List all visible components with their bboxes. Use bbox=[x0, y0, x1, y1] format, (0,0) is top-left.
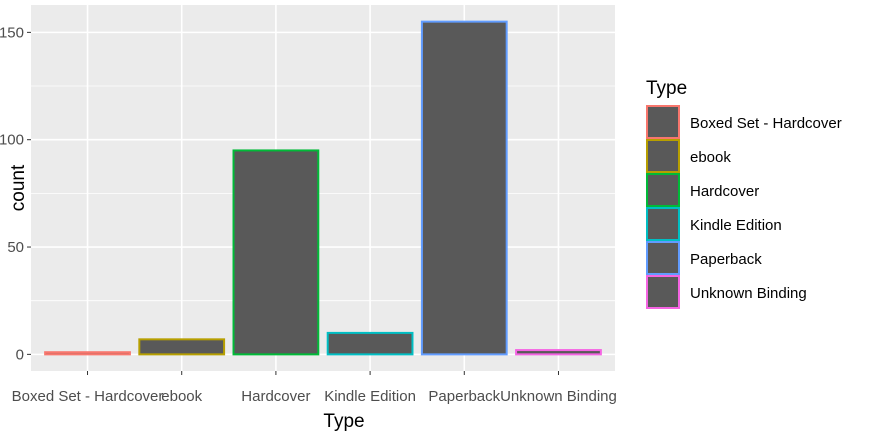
legend-key bbox=[646, 207, 680, 241]
x-axis-title: Type bbox=[323, 411, 364, 432]
legend-label: Kindle Edition bbox=[690, 217, 782, 234]
x-tick-label: Boxed Set - Hardcover bbox=[12, 388, 164, 405]
bar-kindle-edition bbox=[326, 331, 414, 356]
y-tick-label: 100 bbox=[0, 132, 24, 149]
bar-hardcover bbox=[232, 149, 320, 356]
bar-layer bbox=[44, 20, 602, 356]
x-tick-label: Hardcover bbox=[241, 388, 310, 405]
legend-key bbox=[646, 173, 680, 207]
legend-label: Hardcover bbox=[690, 183, 759, 200]
y-tick-label: 50 bbox=[7, 239, 24, 256]
y-tick-label: 150 bbox=[0, 24, 24, 41]
x-tick-label: Kindle Edition bbox=[324, 388, 416, 405]
y-tick-label: 0 bbox=[16, 346, 24, 363]
x-tick-label: Paperback bbox=[428, 388, 500, 405]
bar-unknown-binding bbox=[515, 349, 602, 356]
legend-key bbox=[646, 105, 680, 139]
legend-key bbox=[646, 275, 680, 309]
legend-key bbox=[646, 139, 680, 173]
bar-paperback bbox=[420, 20, 508, 356]
x-tick-label: Unknown Binding bbox=[500, 388, 617, 405]
legend-label: Paperback bbox=[690, 251, 762, 268]
legend-label: ebook bbox=[690, 149, 731, 166]
legend-title: Type bbox=[646, 78, 687, 99]
bar-boxed-set-hardcover bbox=[44, 351, 131, 356]
legend-key bbox=[646, 241, 680, 275]
panel-background bbox=[31, 5, 615, 371]
legend: Type Boxed Set - Hardcover ebook Hardcover… bbox=[646, 78, 842, 309]
x-tick-label: ebook bbox=[161, 388, 202, 405]
legend-label: Boxed Set - Hardcover bbox=[690, 115, 842, 132]
bar-ebook bbox=[138, 338, 226, 356]
legend-label: Unknown Binding bbox=[690, 285, 807, 302]
y-axis-title: count bbox=[8, 164, 29, 211]
